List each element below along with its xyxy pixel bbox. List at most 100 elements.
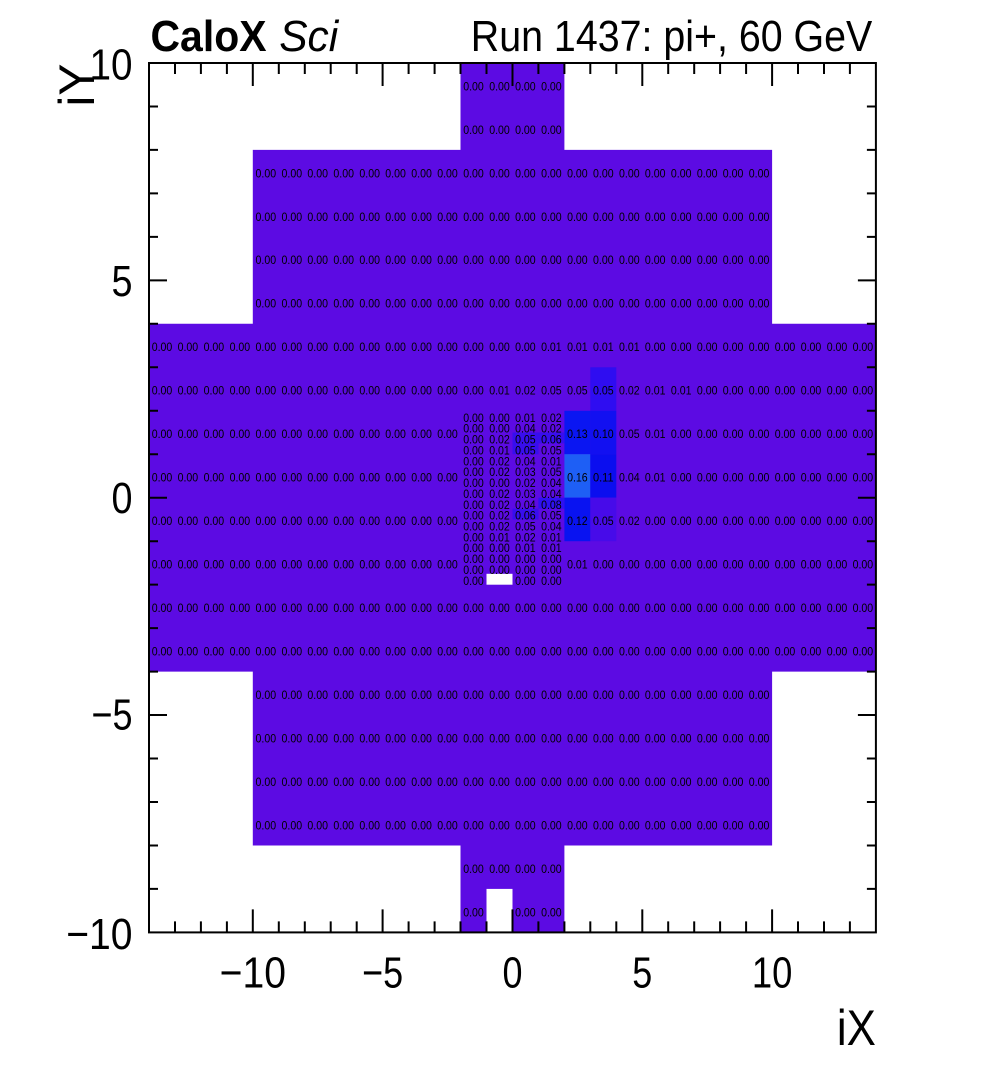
svg-text:0.00: 0.00 <box>671 645 692 659</box>
svg-text:0.00: 0.00 <box>463 166 484 180</box>
svg-text:0.00: 0.00 <box>515 818 536 832</box>
svg-text:0.00: 0.00 <box>359 558 380 572</box>
svg-text:0.03: 0.03 <box>515 465 536 479</box>
svg-text:0.00: 0.00 <box>775 471 796 485</box>
svg-text:0.00: 0.00 <box>385 731 406 745</box>
svg-text:0.00: 0.00 <box>515 210 536 224</box>
svg-text:0.00: 0.00 <box>645 297 666 311</box>
svg-text:0.00: 0.00 <box>256 688 277 702</box>
svg-text:0.00: 0.00 <box>152 645 173 659</box>
svg-text:0.00: 0.00 <box>515 123 536 137</box>
svg-text:0.00: 0.00 <box>411 601 432 615</box>
svg-text:0.00: 0.00 <box>463 79 484 93</box>
svg-text:0.00: 0.00 <box>671 210 692 224</box>
svg-text:0.02: 0.02 <box>515 530 536 544</box>
svg-text:0.02: 0.02 <box>515 476 536 490</box>
svg-text:0.00: 0.00 <box>489 166 510 180</box>
svg-text:0.00: 0.00 <box>230 340 251 354</box>
svg-text:0.00: 0.00 <box>463 530 484 544</box>
svg-text:0.00: 0.00 <box>385 297 406 311</box>
svg-text:0.00: 0.00 <box>359 818 380 832</box>
svg-text:0.00: 0.00 <box>411 166 432 180</box>
svg-text:0.00: 0.00 <box>489 411 510 425</box>
svg-text:0.00: 0.00 <box>463 775 484 789</box>
svg-text:0.00: 0.00 <box>541 563 562 577</box>
svg-text:0.00: 0.00 <box>645 558 666 572</box>
svg-text:0.00: 0.00 <box>697 427 718 441</box>
svg-text:0.00: 0.00 <box>307 775 328 789</box>
svg-text:0.00: 0.00 <box>359 166 380 180</box>
svg-text:0.00: 0.00 <box>801 384 822 398</box>
svg-text:0.00: 0.00 <box>723 384 744 398</box>
svg-text:0.00: 0.00 <box>593 166 614 180</box>
svg-text:0.00: 0.00 <box>697 775 718 789</box>
svg-text:0.00: 0.00 <box>437 645 458 659</box>
svg-text:0.00: 0.00 <box>359 514 380 528</box>
svg-text:0.00: 0.00 <box>489 340 510 354</box>
svg-text:0.00: 0.00 <box>463 818 484 832</box>
svg-text:0.00: 0.00 <box>333 253 354 267</box>
svg-text:0.05: 0.05 <box>541 443 562 457</box>
svg-text:0.00: 0.00 <box>282 688 303 702</box>
svg-text:0.00: 0.00 <box>645 514 666 528</box>
svg-text:0.00: 0.00 <box>671 818 692 832</box>
svg-text:0.08: 0.08 <box>541 498 562 512</box>
svg-text:0.00: 0.00 <box>385 210 406 224</box>
svg-text:0.00: 0.00 <box>801 558 822 572</box>
svg-text:0.00: 0.00 <box>152 558 173 572</box>
svg-text:0.00: 0.00 <box>593 210 614 224</box>
svg-text:0.00: 0.00 <box>256 253 277 267</box>
svg-text:0.00: 0.00 <box>515 905 536 919</box>
svg-text:0.00: 0.00 <box>282 427 303 441</box>
svg-text:0.00: 0.00 <box>333 558 354 572</box>
svg-text:0.02: 0.02 <box>489 520 510 534</box>
svg-text:0.00: 0.00 <box>723 775 744 789</box>
svg-text:0.00: 0.00 <box>359 384 380 398</box>
svg-text:0.00: 0.00 <box>515 253 536 267</box>
svg-text:0.00: 0.00 <box>645 731 666 745</box>
svg-text:0.00: 0.00 <box>775 384 796 398</box>
svg-text:0.00: 0.00 <box>359 253 380 267</box>
svg-text:0.00: 0.00 <box>619 731 640 745</box>
svg-text:0.00: 0.00 <box>333 471 354 485</box>
svg-text:0.00: 0.00 <box>697 601 718 615</box>
svg-text:0.00: 0.00 <box>567 731 588 745</box>
svg-text:0.00: 0.00 <box>282 297 303 311</box>
svg-text:0.00: 0.00 <box>801 471 822 485</box>
svg-text:0.00: 0.00 <box>437 558 458 572</box>
svg-text:0.00: 0.00 <box>411 384 432 398</box>
svg-text:0.00: 0.00 <box>307 601 328 615</box>
svg-text:0.00: 0.00 <box>178 427 199 441</box>
svg-text:0.00: 0.00 <box>723 818 744 832</box>
svg-text:0.00: 0.00 <box>282 253 303 267</box>
svg-text:0.00: 0.00 <box>256 166 277 180</box>
svg-text:0.00: 0.00 <box>697 818 718 832</box>
svg-text:0: 0 <box>503 949 523 998</box>
svg-text:0.00: 0.00 <box>567 253 588 267</box>
svg-text:0.01: 0.01 <box>671 384 692 398</box>
svg-text:0.00: 0.00 <box>359 427 380 441</box>
svg-text:0.00: 0.00 <box>749 601 770 615</box>
svg-text:0.00: 0.00 <box>359 731 380 745</box>
svg-text:0.02: 0.02 <box>489 509 510 523</box>
svg-text:0.00: 0.00 <box>801 645 822 659</box>
svg-text:0.00: 0.00 <box>749 384 770 398</box>
svg-text:0.05: 0.05 <box>541 509 562 523</box>
svg-text:0.00: 0.00 <box>723 731 744 745</box>
svg-text:0.00: 0.00 <box>178 384 199 398</box>
svg-text:0.00: 0.00 <box>645 340 666 354</box>
svg-text:0.00: 0.00 <box>282 210 303 224</box>
svg-text:0.00: 0.00 <box>463 645 484 659</box>
svg-text:0.02: 0.02 <box>541 411 562 425</box>
svg-text:0.00: 0.00 <box>359 775 380 789</box>
svg-text:0.01: 0.01 <box>619 340 640 354</box>
svg-text:0.00: 0.00 <box>411 558 432 572</box>
svg-text:0.00: 0.00 <box>671 775 692 789</box>
svg-text:0.05: 0.05 <box>515 433 536 447</box>
svg-text:0.00: 0.00 <box>385 688 406 702</box>
svg-text:0.00: 0.00 <box>567 601 588 615</box>
svg-text:0.00: 0.00 <box>801 514 822 528</box>
svg-text:0.00: 0.00 <box>827 601 848 615</box>
svg-text:0.02: 0.02 <box>489 465 510 479</box>
svg-text:0.00: 0.00 <box>333 340 354 354</box>
